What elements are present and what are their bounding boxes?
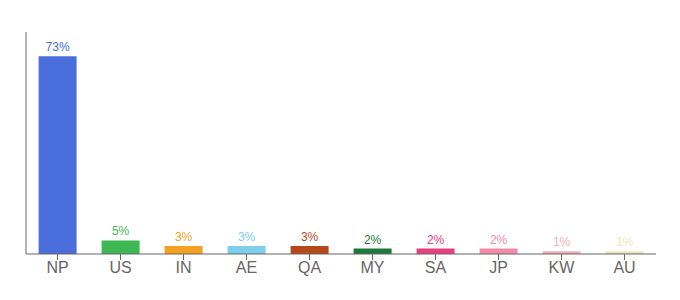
svg-text:SA: SA (425, 259, 447, 276)
svg-text:NP: NP (46, 259, 68, 276)
svg-text:AE: AE (236, 259, 257, 276)
svg-text:AU: AU (613, 259, 635, 276)
svg-text:2%: 2% (364, 233, 382, 247)
svg-text:MY: MY (361, 259, 385, 276)
svg-text:3%: 3% (301, 230, 319, 244)
svg-text:JP: JP (489, 259, 508, 276)
svg-text:1%: 1% (616, 235, 634, 249)
svg-text:US: US (109, 259, 131, 276)
svg-text:2%: 2% (490, 233, 508, 247)
svg-text:3%: 3% (175, 230, 193, 244)
svg-text:QA: QA (298, 259, 321, 276)
svg-text:73%: 73% (46, 40, 70, 54)
svg-text:KW: KW (549, 259, 576, 276)
svg-text:IN: IN (176, 259, 192, 276)
svg-text:5%: 5% (112, 224, 130, 238)
svg-text:1%: 1% (553, 235, 571, 249)
svg-text:3%: 3% (238, 230, 256, 244)
svg-text:2%: 2% (427, 233, 445, 247)
